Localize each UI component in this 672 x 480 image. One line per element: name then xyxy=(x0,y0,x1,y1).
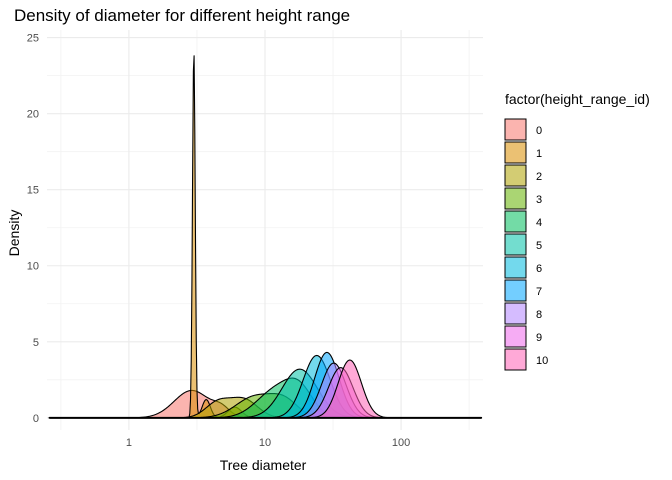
chart-title: Density of diameter for different height… xyxy=(14,6,350,25)
legend-label-2: 2 xyxy=(536,171,542,183)
grid xyxy=(47,30,483,430)
legend-key-6 xyxy=(504,256,527,279)
axes: 1 10 100 0 5 10 15 20 25 xyxy=(27,33,411,449)
y-tick-label: 25 xyxy=(27,33,39,45)
legend: factor(height_range_id) 0 1 2 3 4 5 6 7 8 9 10 xyxy=(504,91,650,371)
x-tick-label: 1 xyxy=(126,437,132,449)
legend-label-10: 10 xyxy=(536,355,548,367)
legend-label-0: 0 xyxy=(536,125,542,137)
legend-label-9: 9 xyxy=(536,332,542,344)
legend-label-7: 7 xyxy=(536,286,542,298)
legend-key-2 xyxy=(504,164,527,187)
legend-label-4: 4 xyxy=(536,217,542,229)
y-tick-label: 5 xyxy=(33,337,39,349)
x-tick-label: 10 xyxy=(259,437,271,449)
y-tick-label: 15 xyxy=(27,185,39,197)
x-axis-title: Tree diameter xyxy=(220,457,307,473)
y-tick-label: 10 xyxy=(27,261,39,273)
legend-title: factor(height_range_id) xyxy=(505,91,650,107)
legend-key-8 xyxy=(504,302,527,325)
y-tick-label: 20 xyxy=(27,109,39,121)
legend-label-1: 1 xyxy=(536,148,542,160)
legend-key-7 xyxy=(504,279,527,302)
legend-key-0 xyxy=(504,118,527,141)
legend-key-3 xyxy=(504,187,527,210)
density-areas xyxy=(48,55,483,419)
legend-label-6: 6 xyxy=(536,263,542,275)
legend-key-9 xyxy=(504,325,527,348)
legend-key-4 xyxy=(504,210,527,233)
legend-key-5 xyxy=(504,233,527,256)
legend-key-1 xyxy=(504,141,527,164)
y-tick-label: 0 xyxy=(33,413,39,425)
x-tick-label: 100 xyxy=(392,437,410,449)
y-axis-title: Density xyxy=(6,210,22,257)
legend-label-8: 8 xyxy=(536,309,542,321)
legend-label-5: 5 xyxy=(536,240,542,252)
legend-label-3: 3 xyxy=(536,194,542,206)
legend-key-10 xyxy=(504,348,527,371)
